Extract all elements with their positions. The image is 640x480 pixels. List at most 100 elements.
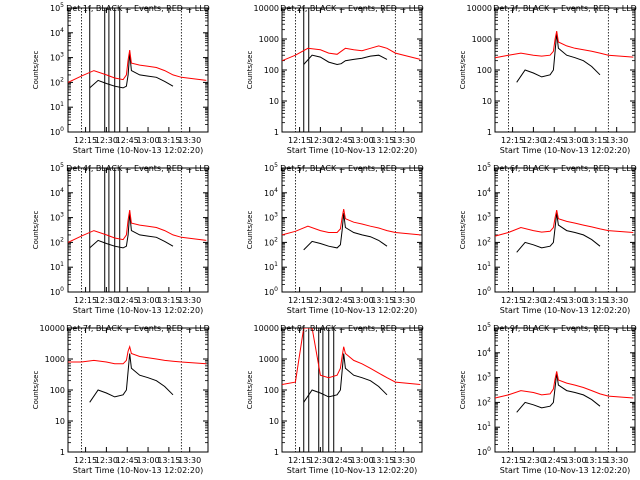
y-tick-label: 1000 xyxy=(45,355,65,364)
x-tick-label: 13:15 xyxy=(371,296,394,305)
y-tick-label: 100 xyxy=(264,386,279,395)
y-tick-label: 100 xyxy=(477,286,491,297)
y-tick-label: 103 xyxy=(477,372,491,383)
x-tick-label: 13:30 xyxy=(392,456,415,465)
x-tick-label: 12:15 xyxy=(288,456,311,465)
x-tick-label: 13:30 xyxy=(392,136,415,145)
y-tick-label: 105 xyxy=(50,162,64,173)
y-tick-label: 1000 xyxy=(259,355,279,364)
y-tick-label: 103 xyxy=(264,212,278,223)
plot-frame xyxy=(494,167,636,293)
x-tick-label: 13:00 xyxy=(137,136,160,145)
x-tick-label: 12:30 xyxy=(309,296,332,305)
x-axis-label: Start Time (10-Nov-13 12:02:20) xyxy=(73,146,203,155)
y-tick-label: 10000 xyxy=(40,324,65,333)
detector-panel: 1 10 100 1000 10000 12:1512:3012:4513:0013:15… xyxy=(246,324,424,475)
x-tick-label: 12:30 xyxy=(522,456,545,465)
x-tick-label: 13:00 xyxy=(564,136,587,145)
x-axis-label: Start Time (10-Nov-13 12:02:20) xyxy=(287,466,417,475)
y-tick-label: 103 xyxy=(50,52,64,63)
x-tick-label: 12:15 xyxy=(288,136,311,145)
x-axis-label: Start Time (10-Nov-13 12:02:20) xyxy=(287,306,417,315)
x-tick-label: 13:15 xyxy=(371,456,394,465)
plot-frame xyxy=(67,167,209,293)
panel-title: Det 7f, BLACK = Events, RED = LLD xyxy=(66,324,210,333)
x-tick-label: 13:15 xyxy=(371,136,394,145)
plot-frame xyxy=(494,7,636,133)
y-tick-label: 100 xyxy=(477,446,491,457)
y-tick-label: 10000 xyxy=(254,324,279,333)
y-tick-label: 102 xyxy=(477,236,491,247)
x-tick-label: 12:15 xyxy=(501,456,524,465)
events-series-line xyxy=(303,353,388,403)
detector-panel: 10010110210310410512:1512:3012:4513:0013… xyxy=(459,322,637,475)
x-tick-label: 13:00 xyxy=(137,296,160,305)
x-tick-label: 12:30 xyxy=(309,456,332,465)
x-tick-label: 12:45 xyxy=(543,296,566,305)
y-axis-label: Counts/sec xyxy=(459,371,467,410)
y-tick-label: 104 xyxy=(50,27,64,38)
y-tick-label: 100 xyxy=(50,286,64,297)
lld-series-line xyxy=(495,209,634,237)
events-series-line xyxy=(303,213,388,251)
y-tick-label: 10 xyxy=(482,97,492,106)
x-tick-label: 12:30 xyxy=(309,136,332,145)
events-series-line xyxy=(516,33,601,83)
y-tick-label: 101 xyxy=(477,261,491,272)
x-tick-label: 12:15 xyxy=(501,136,524,145)
x-tick-label: 12:45 xyxy=(116,456,139,465)
y-axis-label: Counts/sec xyxy=(246,211,254,250)
y-tick-label: 10 xyxy=(269,417,279,426)
y-axis-label: Counts/sec xyxy=(459,51,467,90)
y-tick-label: 100 xyxy=(50,386,65,395)
x-tick-label: 13:00 xyxy=(137,456,160,465)
x-tick-label: 13:15 xyxy=(157,296,180,305)
panel-title: Det 3f, BLACK = Events, RED = LLD xyxy=(493,4,637,13)
y-axis-label: Counts/sec xyxy=(32,211,40,250)
lld-series-line xyxy=(282,45,421,62)
y-tick-label: 102 xyxy=(50,76,64,87)
y-axis-label: Counts/sec xyxy=(32,51,40,90)
y-tick-label: 1 xyxy=(487,128,492,137)
y-tick-label: 105 xyxy=(50,2,64,13)
panel-title: Det 8f, BLACK = Events, RED = LLD xyxy=(280,324,424,333)
y-tick-label: 100 xyxy=(264,66,279,75)
events-series-line xyxy=(516,213,601,253)
x-tick-label: 12:15 xyxy=(74,296,97,305)
x-axis-label: Start Time (10-Nov-13 12:02:20) xyxy=(73,306,203,315)
y-axis-label: Counts/sec xyxy=(246,371,254,410)
x-tick-label: 13:30 xyxy=(605,296,628,305)
panel-title: Det 9f, BLACK = Events, RED = LLD xyxy=(493,324,637,333)
plot-frame xyxy=(281,167,423,293)
y-tick-label: 100 xyxy=(477,66,492,75)
events-series-line xyxy=(89,53,174,89)
y-tick-label: 105 xyxy=(264,162,278,173)
y-tick-label: 102 xyxy=(264,236,278,247)
x-axis-label: Start Time (10-Nov-13 12:02:20) xyxy=(500,146,630,155)
plot-frame xyxy=(494,327,636,453)
x-tick-label: 12:30 xyxy=(522,296,545,305)
y-tick-label: 104 xyxy=(477,187,491,198)
events-series-line xyxy=(89,353,174,403)
y-tick-label: 101 xyxy=(264,261,278,272)
detector-panel: 10010110210310410512:1512:3012:4513:0013… xyxy=(459,162,637,315)
detector-panel: 1 10 100 1000 10000 12:1512:3012:4513:0013:15… xyxy=(32,324,210,475)
y-tick-label: 102 xyxy=(50,236,64,247)
y-tick-label: 101 xyxy=(477,421,491,432)
y-tick-label: 101 xyxy=(50,261,64,272)
plot-frame xyxy=(281,7,423,133)
x-tick-label: 12:45 xyxy=(543,136,566,145)
lld-series-line xyxy=(68,50,207,83)
y-axis-label: Counts/sec xyxy=(32,371,40,410)
y-tick-label: 1000 xyxy=(259,35,279,44)
lld-series-line xyxy=(495,371,634,399)
panel-title: Det 2f, BLACK = Events, RED = LLD xyxy=(280,4,424,13)
plot-frame xyxy=(281,327,423,453)
x-tick-label: 12:45 xyxy=(330,456,353,465)
y-tick-label: 105 xyxy=(477,162,491,173)
x-tick-label: 13:30 xyxy=(178,136,201,145)
plot-frame xyxy=(67,7,209,133)
x-axis-label: Start Time (10-Nov-13 12:02:20) xyxy=(500,306,630,315)
x-tick-label: 12:15 xyxy=(74,136,97,145)
